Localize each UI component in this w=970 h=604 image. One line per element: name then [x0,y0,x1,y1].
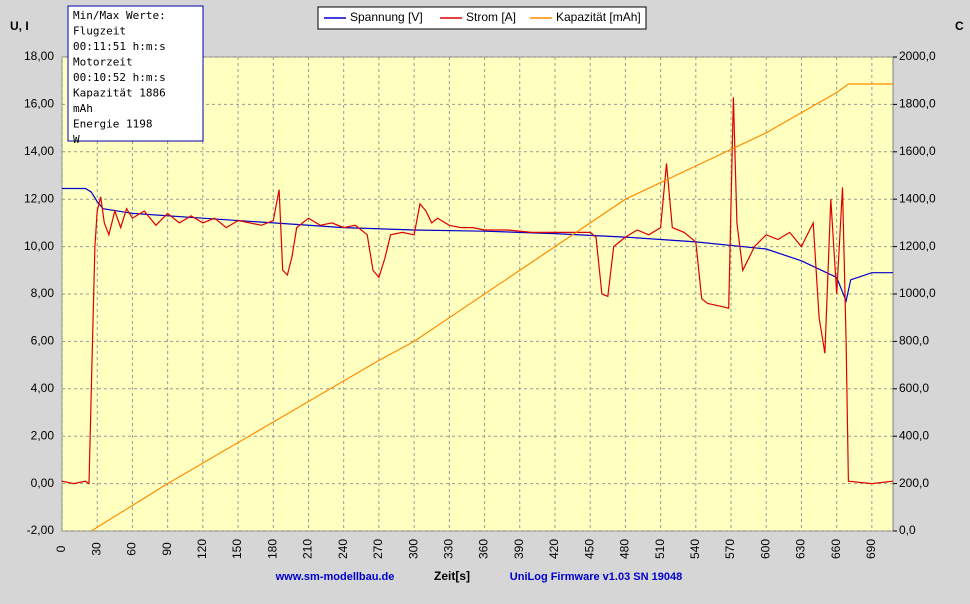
x-tick-label: 690 [864,539,878,559]
y2-tick-label: 1600,0 [899,144,936,158]
series-line [90,83,893,532]
x-tick-label: 180 [265,539,279,559]
x-axis-label: Zeit[s] [434,569,470,583]
footer-left: www.sm-modellbau.de [275,571,395,583]
x-tick-label: 150 [230,539,244,559]
y-tick-label: 10,00 [24,239,54,253]
x-tick-label: 390 [512,539,526,559]
y-tick-label: 2,00 [31,428,55,442]
x-tick-label: 540 [688,539,702,559]
x-tick-label: 60 [125,542,139,556]
x-tick-label: 300 [406,539,420,559]
y-tick-label: 4,00 [31,381,55,395]
x-tick-label: 90 [160,542,174,556]
legend-label: Spannung [V] [350,10,423,24]
y2-axis-label: C [955,19,964,33]
y-tick-label: 14,00 [24,144,54,158]
info-line: Motorzeit [73,56,133,69]
y-tick-label: -2,00 [27,523,55,537]
y-tick-label: 16,00 [24,97,54,111]
legend: Spannung [V] Strom [A] Kapazität [mAh] [317,6,647,30]
x-tick-label: 240 [336,539,350,559]
y-tick-label: 12,00 [24,191,54,205]
x-tick-label: 660 [829,539,843,559]
y2-tick-label: 200,0 [899,476,929,490]
x-tick-label: 120 [195,539,209,559]
x-tick-label: 210 [301,539,315,559]
info-box-frame [67,5,204,142]
info-line: mAh [73,102,93,115]
legend-box [317,6,647,30]
legend-label: Strom [A] [466,10,516,24]
y2-tick-label: 800,0 [899,334,929,348]
info-line: W [73,133,80,146]
info-line: Min/Max Werte: [73,9,166,22]
x-tick-label: 330 [442,539,456,559]
y2-tick-label: 1000,0 [899,286,936,300]
info-line: Energie 1198 [73,118,152,131]
info-box: Min/Max Werte: Flugzeit 00:11:51 h:m:s Moto… [67,5,204,146]
info-line: 00:11:51 h:m:s [73,40,166,53]
x-tick-label: 30 [89,542,103,556]
y-axis-label: U, I [10,19,29,33]
y-tick-label: 8,00 [31,286,55,300]
y-tick-label: 18,00 [24,49,54,63]
x-tick-label: 270 [371,539,385,559]
info-line: Kapazität 1886 [73,87,166,100]
y2-tick-label: 400,0 [899,428,929,442]
y2-tick-label: 600,0 [899,381,929,395]
x-tick-label: 510 [653,539,667,559]
x-tick-label: 630 [794,539,808,559]
y-tick-label: 6,00 [31,334,55,348]
y2-tick-label: 1200,0 [899,239,936,253]
x-tick-label: 420 [547,539,561,559]
y-tick-label: 0,00 [31,476,55,490]
x-tick-label: 360 [477,539,491,559]
y2-tick-label: 1800,0 [899,97,936,111]
footer-right: UniLog Firmware v1.03 SN 19048 [510,571,682,583]
x-tick-label: 480 [618,539,632,559]
x-tick-label: 0 [54,545,68,552]
legend-label: Kapazität [mAh] [556,10,641,24]
y2-tick-label: 2000,0 [899,49,936,63]
y2-tick-label: 0,0 [899,523,916,537]
x-tick-label: 450 [582,539,596,559]
x-tick-label: 600 [758,539,772,559]
info-line: Flugzeit [73,25,126,38]
x-tick-label: 570 [723,539,737,559]
y2-tick-label: 1400,0 [899,191,936,205]
info-line: 00:10:52 h:m:s [73,71,166,84]
series-line [61,97,894,485]
